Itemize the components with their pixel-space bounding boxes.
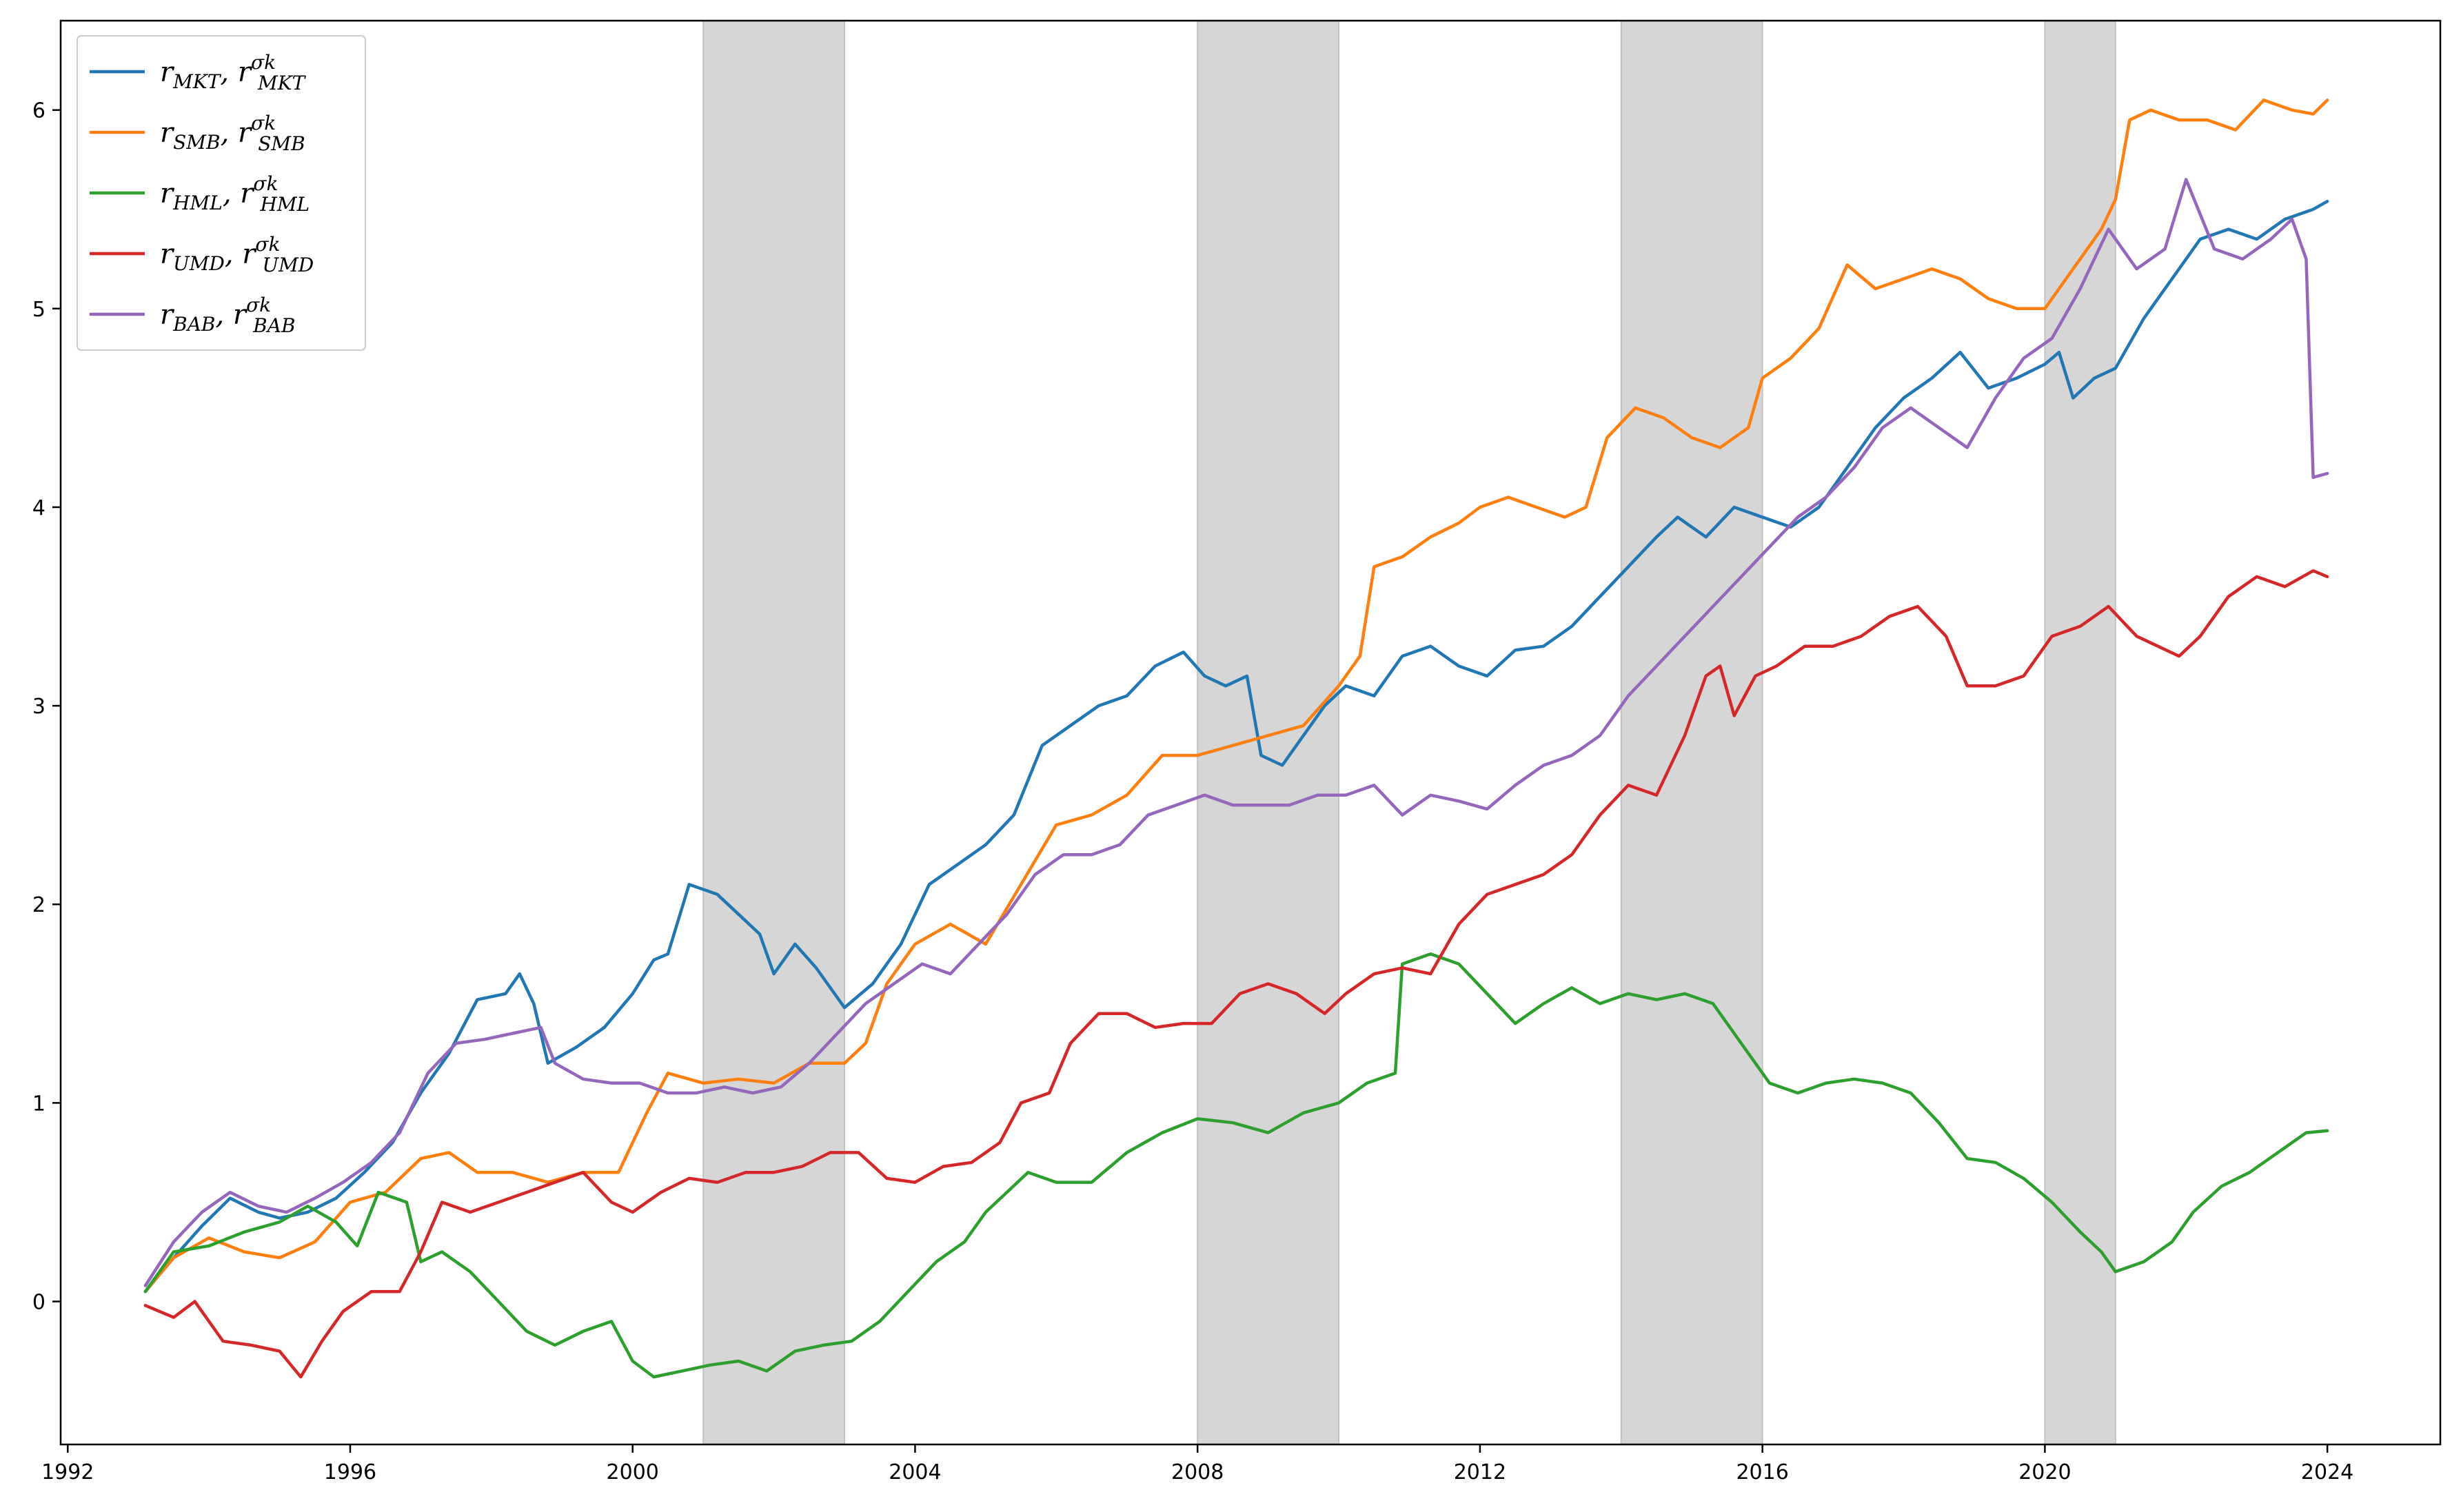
y-tick-label-5: 5 [32,298,45,322]
x-tick-label-2004: 2004 [889,1460,941,1484]
x-tick-label-2016: 2016 [1736,1460,1788,1484]
series-line-bab [143,178,2329,1287]
series-line-umd [143,569,2329,1379]
x-tick-label-1996: 1996 [324,1460,376,1484]
x-tick-label-1992: 1992 [41,1460,94,1484]
y-tick-label-1: 1 [32,1092,45,1116]
x-tick-label-2024: 2024 [2301,1460,2353,1484]
x-tick-label-2012: 2012 [1454,1460,1506,1484]
shaded-periods [702,20,2116,1445]
series-line-mkt [143,199,2329,1294]
y-tick-label-3: 3 [32,695,45,719]
plot-frame [59,19,2442,1446]
x-tick-label-2000: 2000 [607,1460,659,1484]
series-lines [143,99,2329,1379]
shaded-region-1 [1197,20,1340,1445]
legend-label-umd: rUMD, rσk UMD [160,233,314,276]
x-axis: 1992 1996 2000 2004 2008 2012 2016 2020 2024 [41,1444,2353,1484]
y-tick-label-6: 6 [32,99,45,123]
x-tick-label-2020: 2020 [2018,1460,2071,1484]
series-line-hml [143,952,2329,1379]
shaded-region-2 [1620,20,1763,1445]
y-tick-label-0: 0 [32,1291,45,1315]
shaded-region-0 [702,20,846,1445]
legend-box [77,35,366,351]
y-tick-label-4: 4 [32,496,45,520]
y-axis: 0 1 2 3 4 5 6 [32,99,61,1315]
x-tick-label-2008: 2008 [1171,1460,1224,1484]
y-tick-label-2: 2 [32,893,45,917]
